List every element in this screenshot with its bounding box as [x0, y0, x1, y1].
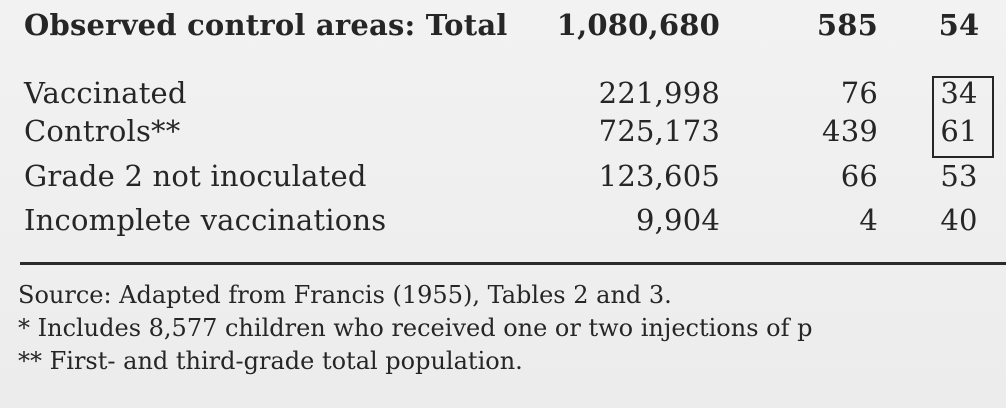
footnote-1: * Includes 8,577 children who received o… [18, 314, 813, 342]
cases-value: 76 [840, 76, 878, 110]
cases-value: 4 [859, 203, 878, 237]
population-value: 725,173 [598, 114, 720, 148]
rate-value: 40 [940, 203, 978, 237]
rate-value: 61 [940, 114, 978, 148]
rate-value: 54 [938, 8, 980, 42]
rate-value: 34 [940, 76, 978, 110]
population-value: 123,605 [598, 159, 720, 193]
rate-value: 53 [940, 159, 978, 193]
row-label: Observed control areas: Total [24, 8, 508, 42]
table-row: Vaccinated 221,998 76 34 [0, 76, 1006, 126]
highlight-box [932, 76, 994, 158]
population-value: 9,904 [635, 203, 720, 237]
population-value: 221,998 [598, 76, 720, 110]
table-row: Incomplete vaccinations 9,904 4 40 [0, 203, 1006, 253]
row-label: Controls** [24, 114, 181, 148]
cases-value: 66 [840, 159, 878, 193]
table-row: Grade 2 not inoculated 123,605 66 53 [0, 159, 1006, 209]
table-header-row: Observed control areas: Total 1,080,680 … [0, 8, 1006, 58]
footnotes: Source: Adapted from Francis (1955), Tab… [18, 279, 1006, 378]
row-label: Grade 2 not inoculated [24, 159, 367, 193]
cases-value: 585 [816, 8, 878, 42]
row-label: Incomplete vaccinations [24, 203, 387, 237]
row-label: Vaccinated [24, 76, 187, 110]
source-note: Source: Adapted from Francis (1955), Tab… [18, 281, 672, 309]
footnote-2: ** First- and third-grade total populati… [18, 347, 523, 375]
table-row: Controls** 725,173 439 61 [0, 114, 1006, 164]
table-bottom-rule [20, 262, 1006, 265]
population-value: 1,080,680 [556, 8, 720, 42]
cases-value: 439 [822, 114, 878, 148]
